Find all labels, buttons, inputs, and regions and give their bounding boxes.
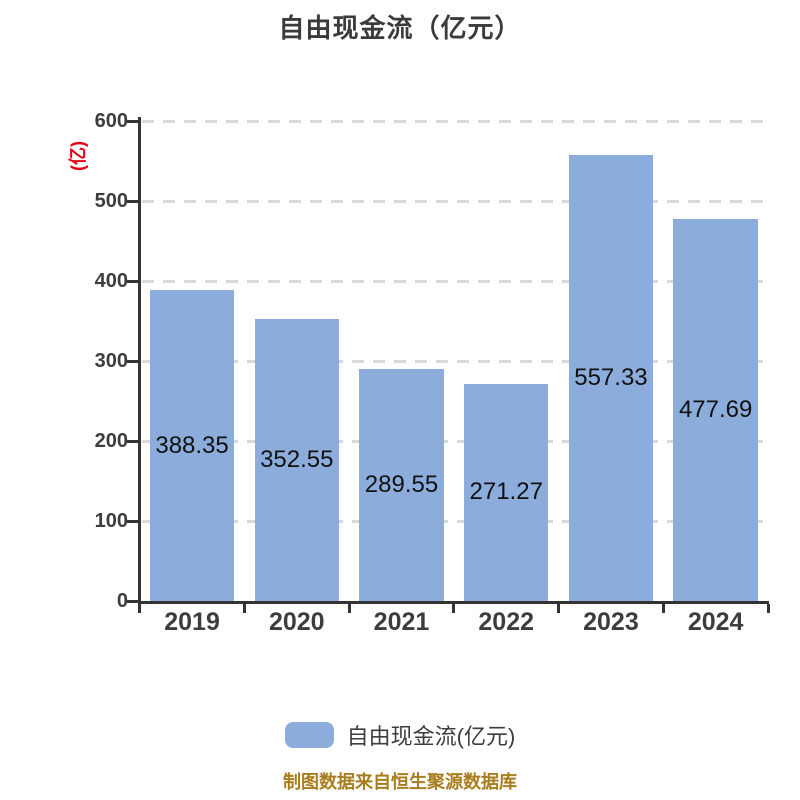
y-axis-tick (127, 200, 140, 203)
bar-2024 (673, 218, 758, 601)
x-axis-line (138, 601, 769, 604)
gridline (142, 360, 769, 363)
x-axis-tick (242, 604, 246, 613)
x-axis-tick-label: 2022 (478, 608, 535, 636)
y-axis-tick (127, 120, 140, 123)
x-axis-tick (452, 604, 456, 613)
x-axis-tick (766, 604, 770, 613)
x-axis-tick (661, 604, 665, 613)
bar-value-label: 352.55 (260, 445, 334, 473)
y-axis-tick-label: 600 (94, 110, 128, 132)
bar-value-label: 388.35 (155, 431, 229, 459)
y-axis-tick-label: 0 (116, 590, 128, 612)
y-axis-tick-label: 300 (94, 350, 128, 372)
x-axis-tick (347, 604, 351, 613)
x-axis-tick (138, 604, 142, 613)
x-axis-tick-label: 2021 (373, 608, 430, 636)
legend: 自由现金流(亿元) (0, 719, 800, 751)
chart-title: 自由现金流（亿元） (278, 13, 522, 43)
bar-value-label: 289.55 (364, 471, 439, 499)
legend-label: 自由现金流(亿元) (346, 724, 516, 749)
gridline (142, 120, 769, 123)
x-axis-tick (557, 604, 561, 613)
bar-value-label: 271.27 (469, 478, 543, 506)
y-axis-tick (127, 280, 140, 283)
bar-value-label: 557.33 (574, 364, 648, 392)
y-axis-tick (127, 520, 140, 523)
bar-value-label: 477.69 (678, 395, 753, 423)
x-axis-tick-label: 2024 (687, 608, 744, 636)
x-axis-tick-label: 2019 (164, 608, 220, 636)
bar-2019 (149, 290, 235, 601)
y-axis-tick (127, 600, 140, 603)
y-axis-tick-label: 400 (94, 270, 128, 292)
gridline (142, 200, 769, 203)
y-axis-tick-label: 200 (94, 430, 128, 452)
bar-2022 (463, 383, 549, 601)
gridline (142, 440, 769, 443)
bar-2023 (568, 155, 654, 601)
y-axis-tick-label: 500 (94, 190, 128, 212)
y-axis-unit-label: (亿) (68, 141, 88, 171)
gridline (142, 280, 769, 283)
y-axis-tick (127, 440, 140, 443)
bar-2021 (359, 369, 444, 601)
y-axis-tick (127, 360, 140, 363)
x-axis-tick-label: 2023 (583, 608, 639, 636)
y-axis-tick-label: 100 (94, 510, 128, 532)
gridline (142, 520, 769, 523)
legend-swatch (284, 722, 334, 748)
data-source-note: 制图数据来自恒生聚源数据库 (283, 772, 517, 792)
bar-2020 (254, 318, 340, 601)
x-axis-tick-label: 2020 (268, 608, 325, 636)
